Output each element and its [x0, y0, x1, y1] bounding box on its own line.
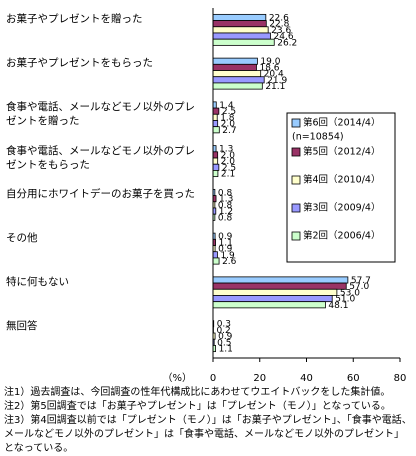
bar — [213, 277, 348, 283]
bar — [213, 21, 266, 27]
value-label: 1.1 — [219, 345, 233, 355]
legend-label: 第2回（2006/4） — [303, 230, 380, 242]
legend-swatch — [292, 232, 300, 240]
category-label: 食事や電話、メールなどモノ以外のプレゼントをもらった — [6, 144, 204, 172]
bar — [213, 258, 219, 264]
bar — [213, 120, 218, 126]
legend-swatch — [292, 119, 300, 127]
bar — [213, 14, 266, 20]
value-label: 2.6 — [222, 257, 237, 267]
value-label: 0.8 — [218, 213, 233, 223]
legend-swatch — [292, 204, 300, 212]
category-label: 自分用にホワイトデーのお菓子を買った — [6, 187, 204, 201]
legend-swatch — [292, 176, 300, 184]
bar — [213, 27, 268, 33]
legend-label: 第3回（2009/4） — [303, 202, 380, 214]
legend-sample: (n=10854) — [292, 132, 344, 143]
bar — [213, 158, 218, 164]
legend-label: 第5回（2012/4） — [303, 146, 380, 158]
category-label: 食事や電話、メールなどモノ以外のプレゼントを贈った — [6, 100, 204, 128]
bar — [213, 108, 219, 114]
bar — [213, 64, 256, 70]
x-tick-label: 0 — [210, 373, 216, 384]
bar — [213, 170, 218, 176]
legend-swatch — [292, 148, 300, 156]
x-tick-label: 20 — [253, 373, 266, 384]
bar — [213, 252, 217, 258]
bar — [213, 127, 219, 133]
x-tick-label: 80 — [394, 373, 407, 384]
bar — [213, 114, 217, 120]
legend-label: 第4回（2010/4） — [303, 174, 380, 186]
x-tick-label: 40 — [300, 373, 313, 384]
value-label: 2.7 — [222, 126, 236, 136]
value-label: 48.1 — [328, 301, 348, 311]
bar — [213, 152, 218, 158]
bar — [213, 33, 271, 39]
value-label: 26.2 — [277, 38, 297, 48]
bar — [213, 302, 325, 308]
bar — [213, 77, 264, 83]
bar — [213, 164, 219, 170]
legend-label: 第6回（2014/4） — [303, 117, 380, 129]
value-label: 2.1 — [221, 170, 235, 180]
legend: 第6回（2014/4） (n=10854) 第5回（2012/4） 第4回（2010/… — [287, 113, 395, 262]
bar — [213, 39, 274, 45]
bar — [213, 289, 337, 295]
value-label: 21.1 — [265, 82, 285, 92]
category-label: その他 — [6, 231, 204, 245]
category-label: お菓子やプレゼントをもらった — [6, 56, 204, 70]
bar — [213, 58, 257, 64]
x-tick-label: 60 — [347, 373, 360, 384]
note: 注2）第5回調査では「お菓子やプレゼント」は「プレゼント（モノ）」となっている。 — [4, 400, 412, 414]
category-label: 特に何もない — [6, 275, 204, 289]
category-label: 無回答 — [6, 319, 204, 333]
bar — [213, 283, 346, 289]
bar — [213, 83, 262, 89]
bar — [213, 71, 261, 77]
note: 注3）第4回調査以前では「プレゼント（モノ）」は「お菓子やプレゼント」、「食事や… — [4, 414, 412, 456]
note: 注1）過去調査は、今回調査の性年代構成比にあわせてウエイトバックをした集計値。 — [4, 386, 412, 400]
category-label: お菓子やプレゼントを贈った — [6, 12, 204, 26]
x-axis-label: （%） — [162, 372, 192, 384]
bar — [213, 295, 332, 301]
